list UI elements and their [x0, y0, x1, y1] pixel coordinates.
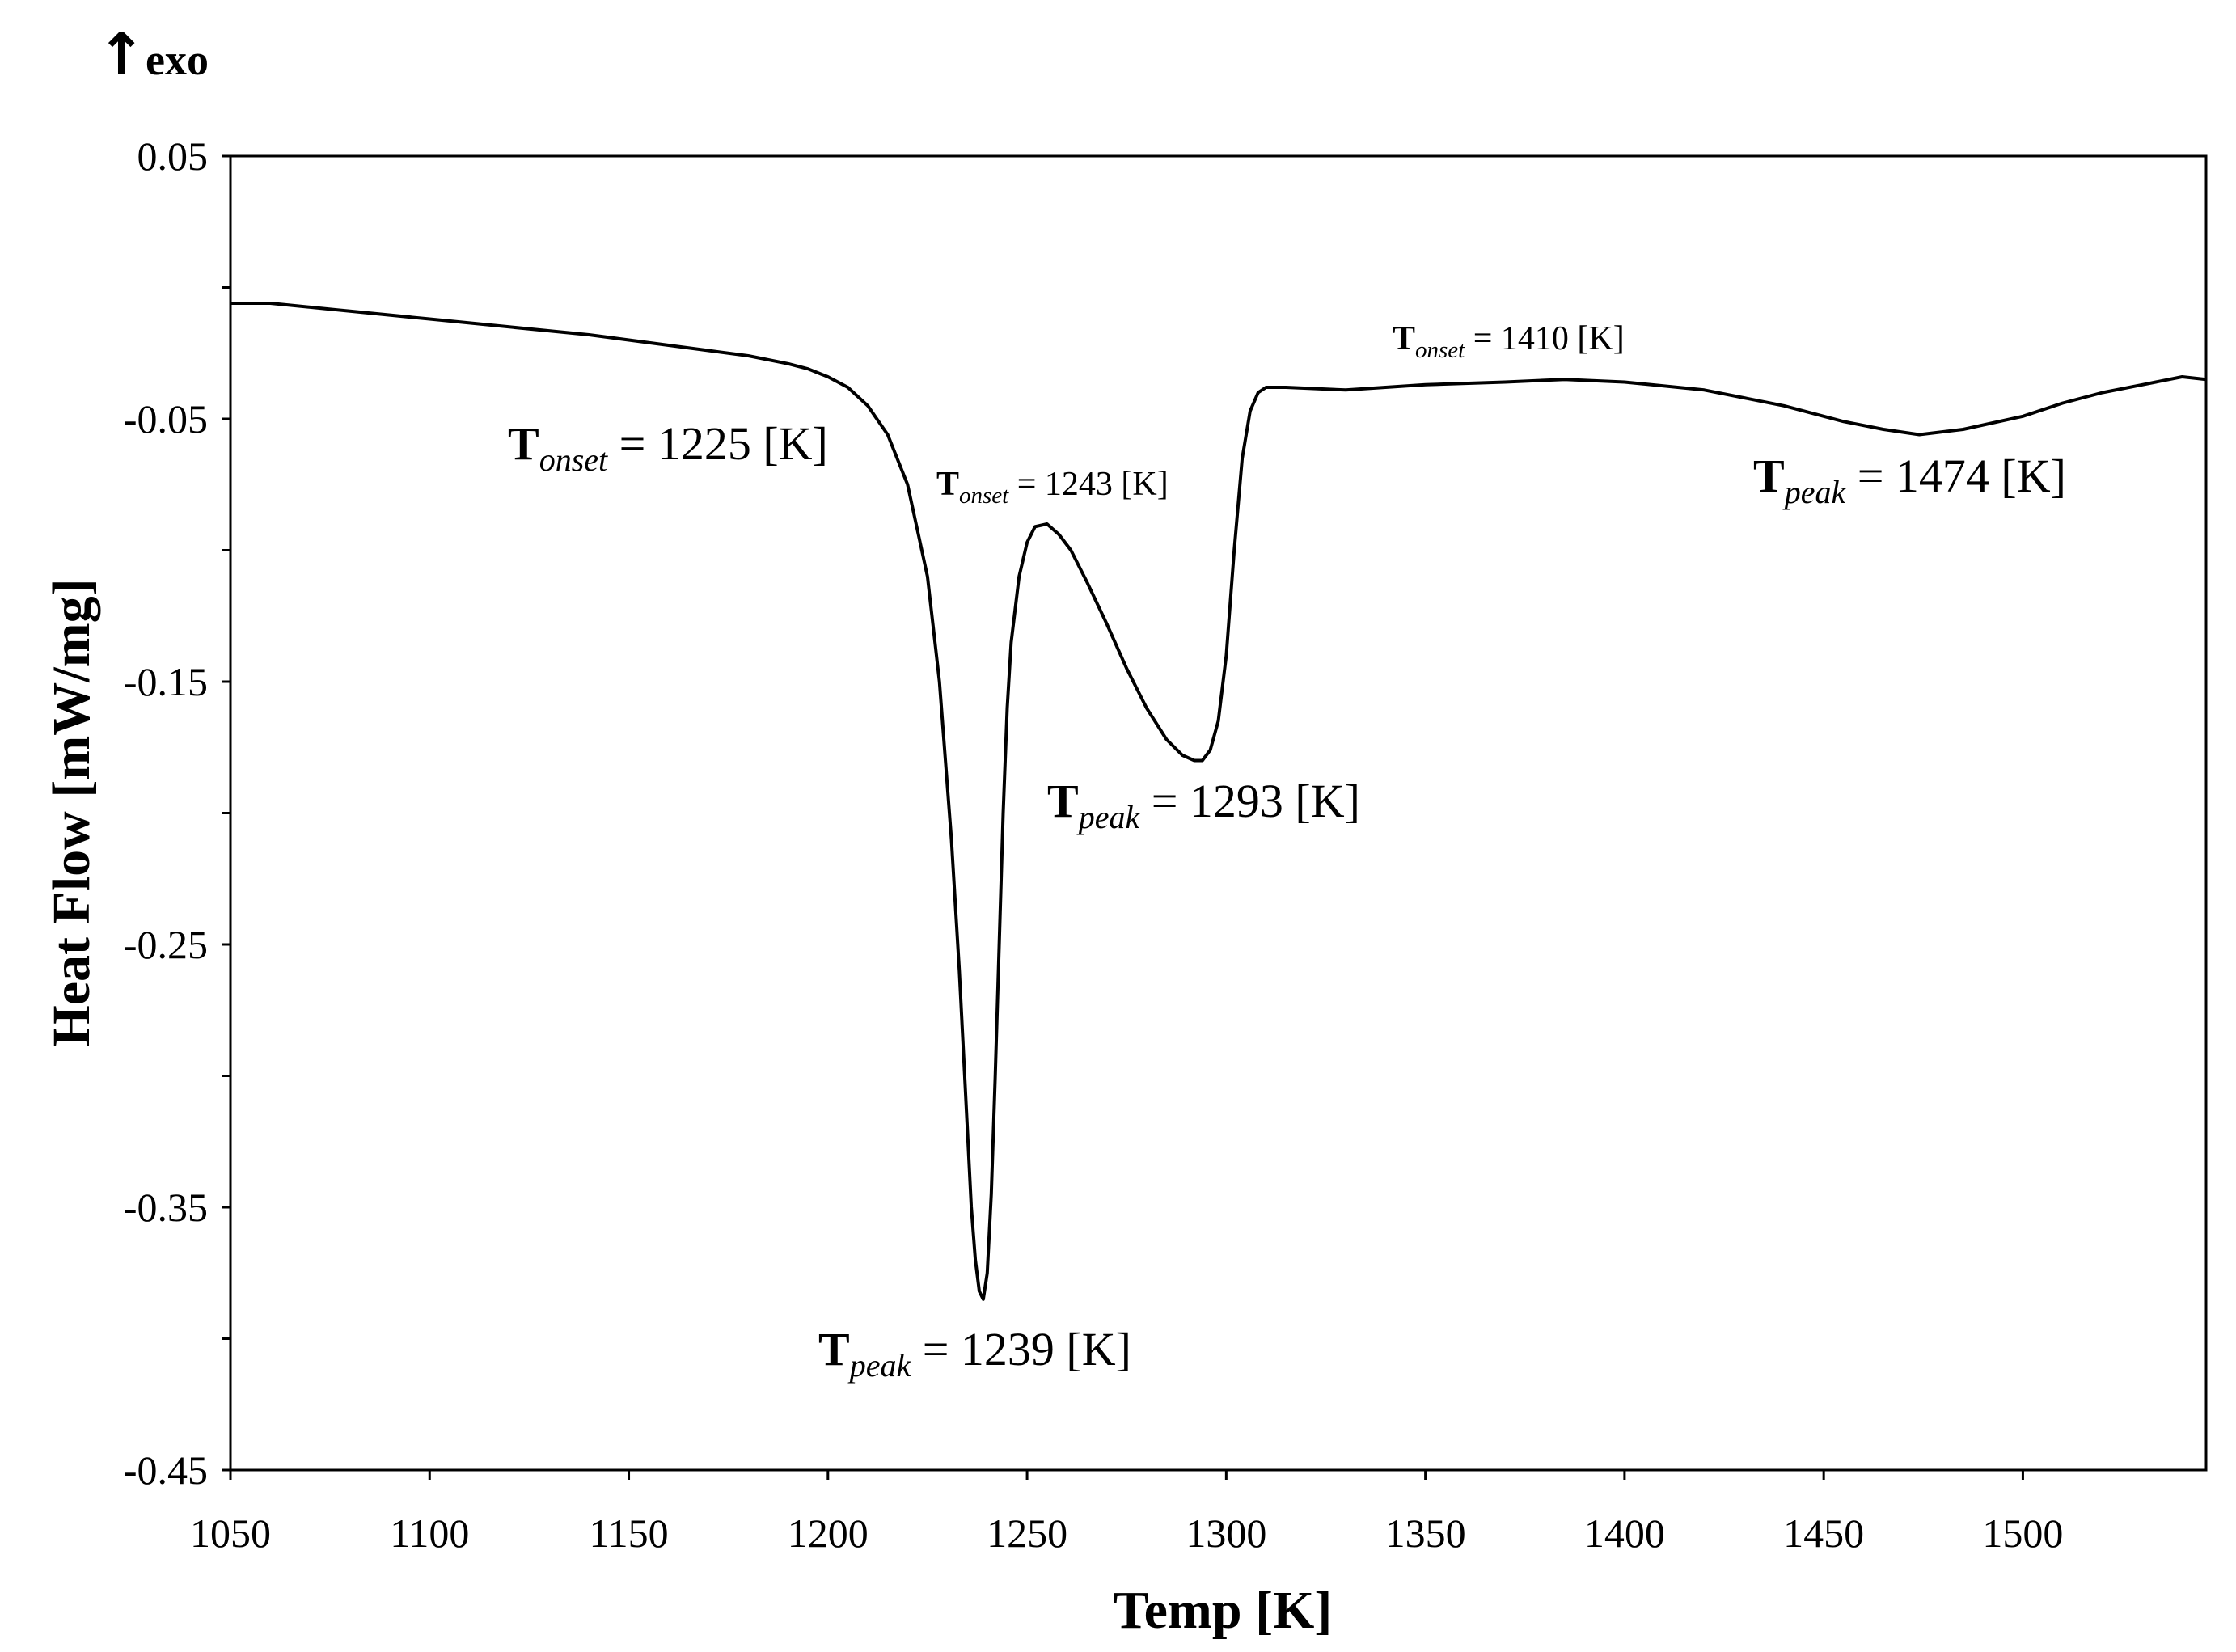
x-tick-label: 1350 — [1385, 1510, 1466, 1556]
x-tick-label: 1250 — [987, 1510, 1067, 1556]
y-tick-label: -0.05 — [124, 396, 208, 442]
exo-arrow-icon: ↑ — [97, 20, 146, 88]
exo-label: exo — [146, 36, 209, 84]
x-tick-label: 1450 — [1783, 1510, 1864, 1556]
x-tick-label: 1500 — [1982, 1510, 2063, 1556]
x-tick-label: 1400 — [1584, 1510, 1665, 1556]
x-tick-label: 1300 — [1186, 1510, 1266, 1556]
annotation-peak-1474: Tpeak = 1474 [K] — [1753, 450, 2066, 510]
x-tick-label: 1200 — [788, 1510, 869, 1556]
y-tick-label: -0.45 — [124, 1447, 208, 1493]
x-axis-title: Temp [K] — [1114, 1581, 1333, 1640]
y-tick-label: -0.15 — [124, 659, 208, 704]
y-axis-title: Heat Flow [mW/mg] — [42, 578, 101, 1046]
annotation-onset-1243: Tonset = 1243 [K] — [936, 466, 1169, 509]
y-axis: 0.05 -0.05 -0.15 -0.25 -0.35 -0.45 — [124, 133, 230, 1493]
annotation-onset-1410: Tonset = 1410 [K] — [1393, 320, 1625, 363]
x-tick-label: 1050 — [190, 1510, 271, 1556]
annotation-peak-1293: Tpeak = 1293 [K] — [1047, 775, 1360, 835]
y-tick-label: -0.35 — [124, 1185, 208, 1230]
annotation-onset-1225: Tonset = 1225 [K] — [508, 417, 828, 478]
x-tick-label: 1150 — [589, 1510, 668, 1556]
x-tick-label: 1100 — [390, 1510, 469, 1556]
y-tick-label: -0.25 — [124, 922, 208, 967]
y-tick-label: 0.05 — [137, 133, 209, 179]
x-axis: 1050 1100 1150 1200 1250 1300 1350 1400 1450 1500 — [190, 1470, 2063, 1556]
heat-flow-curve — [230, 302, 2207, 1301]
annotation-peak-1239: Tpeak = 1239 [K] — [818, 1323, 1131, 1384]
